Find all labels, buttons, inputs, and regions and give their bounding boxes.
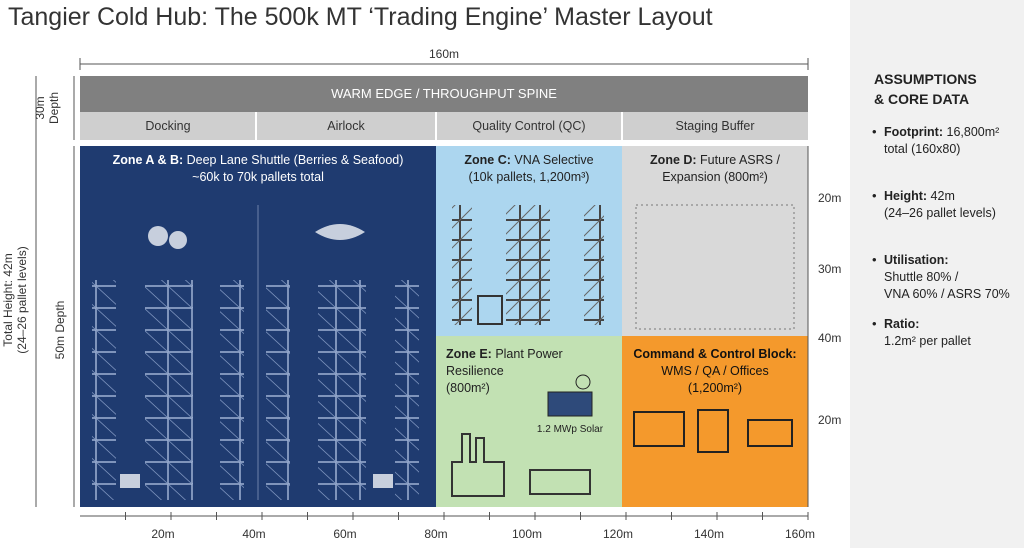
scale-label: 20m: [818, 191, 841, 205]
icons: [633, 409, 793, 453]
item-label: Utilisation:: [884, 253, 949, 267]
solar-panel: [547, 391, 593, 417]
plant: [451, 433, 591, 497]
spine-sections: [80, 112, 808, 140]
zone-text: (1,200m²): [688, 381, 742, 395]
item-text: 16,800m²: [943, 125, 999, 139]
bullet: •: [872, 252, 877, 267]
scale-label: 100m: [512, 527, 542, 541]
scale-label: 40m: [818, 331, 841, 345]
height-label: Total Height: 42m(24–26 pallet levels): [1, 246, 29, 353]
forklift: [477, 295, 503, 325]
item-text: VNA 60% / ASRS 70%: [884, 287, 1010, 301]
zone-label: Zone D: Future ASRS /: [650, 153, 780, 167]
racks: [92, 280, 419, 500]
zone-text: Expansion (800m²): [662, 170, 768, 184]
zone-label: Zone A & B: Deep Lane Shuttle (Berries &…: [113, 153, 404, 167]
item-label: Ratio:: [884, 317, 919, 331]
zone-label: Zone E: Plant Power: [446, 347, 563, 361]
depth-label: 30mDepth: [33, 92, 61, 124]
item-line: Footprint: 16,800m² total (160x80): [884, 125, 999, 156]
item-label: Footprint:: [884, 125, 943, 139]
item-text: Shuttle 80% /: [884, 270, 959, 284]
zone-label: Command & Control Block:: [633, 347, 796, 361]
item-text: total (160x80): [884, 142, 960, 156]
bullet: •: [872, 124, 877, 139]
spine-section: Quality Control (QC): [472, 119, 585, 133]
zone-d: [622, 146, 808, 336]
icons: [120, 224, 393, 488]
racks: [452, 205, 604, 325]
zone-text: ~60k to 70k pallets total: [192, 170, 324, 184]
bullet: •: [872, 316, 877, 331]
scale-label: 160m: [785, 527, 815, 541]
scale-label: 30m: [818, 262, 841, 276]
spine-header: [80, 76, 808, 112]
spine-section: Airlock: [327, 119, 365, 133]
item-line: Utilisation: Shuttle 80% / VNA 60% / ASRS …: [884, 253, 1010, 301]
scale-label: 120m: [603, 527, 633, 541]
depth-label: 50m Depth: [53, 301, 67, 360]
bottom-scale: 20m 40m 60m 80m 100m 120m 140m 160m: [125, 512, 815, 541]
item-line: Ratio: 1.2m² per pallet: [884, 317, 971, 348]
scale-label: 80m: [424, 527, 447, 541]
item-text: (24–26 pallet levels): [884, 206, 996, 220]
item-line: Height: 42m (24–26 pallet levels): [884, 189, 996, 220]
zone-label: Zone C: VNA Selective: [464, 153, 593, 167]
sun: [575, 374, 591, 390]
zone-text: (800m²): [446, 381, 490, 395]
item-label: Height:: [884, 189, 927, 203]
scale-label: 140m: [694, 527, 724, 541]
width-label: 160m: [429, 47, 459, 61]
scale-label: 20m: [818, 413, 841, 427]
zone-text: Resilience: [446, 364, 504, 378]
scale-label: 60m: [333, 527, 356, 541]
spine-section: Docking: [145, 119, 190, 133]
scale-label: 20m: [151, 527, 174, 541]
solar-label: 1.2 MWp Solar: [537, 424, 604, 435]
spine-section: Staging Buffer: [676, 119, 755, 133]
zone-text: (10k pallets, 1,200m³): [469, 170, 590, 184]
scale-label: 40m: [242, 527, 265, 541]
spine-title: WARM EDGE / THROUGHPUT SPINE: [331, 86, 557, 101]
item-text: 1.2m² per pallet: [884, 334, 971, 348]
sidebar-bg: [850, 0, 1024, 548]
title: Tangier Cold Hub: The 500k MT ‘Trading E…: [8, 3, 713, 31]
sidebar-title: ASSUMPTIONS & CORE DATA: [874, 71, 977, 107]
future-racks: [635, 204, 795, 330]
bullet: •: [872, 188, 877, 203]
zone-text: WMS / QA / Offices: [661, 364, 768, 378]
zone-command: [622, 336, 808, 507]
item-text: 42m: [927, 189, 955, 203]
sidebar-items: • Footprint: 16,800m² total (160x80) • Heigh…: [872, 124, 1010, 348]
